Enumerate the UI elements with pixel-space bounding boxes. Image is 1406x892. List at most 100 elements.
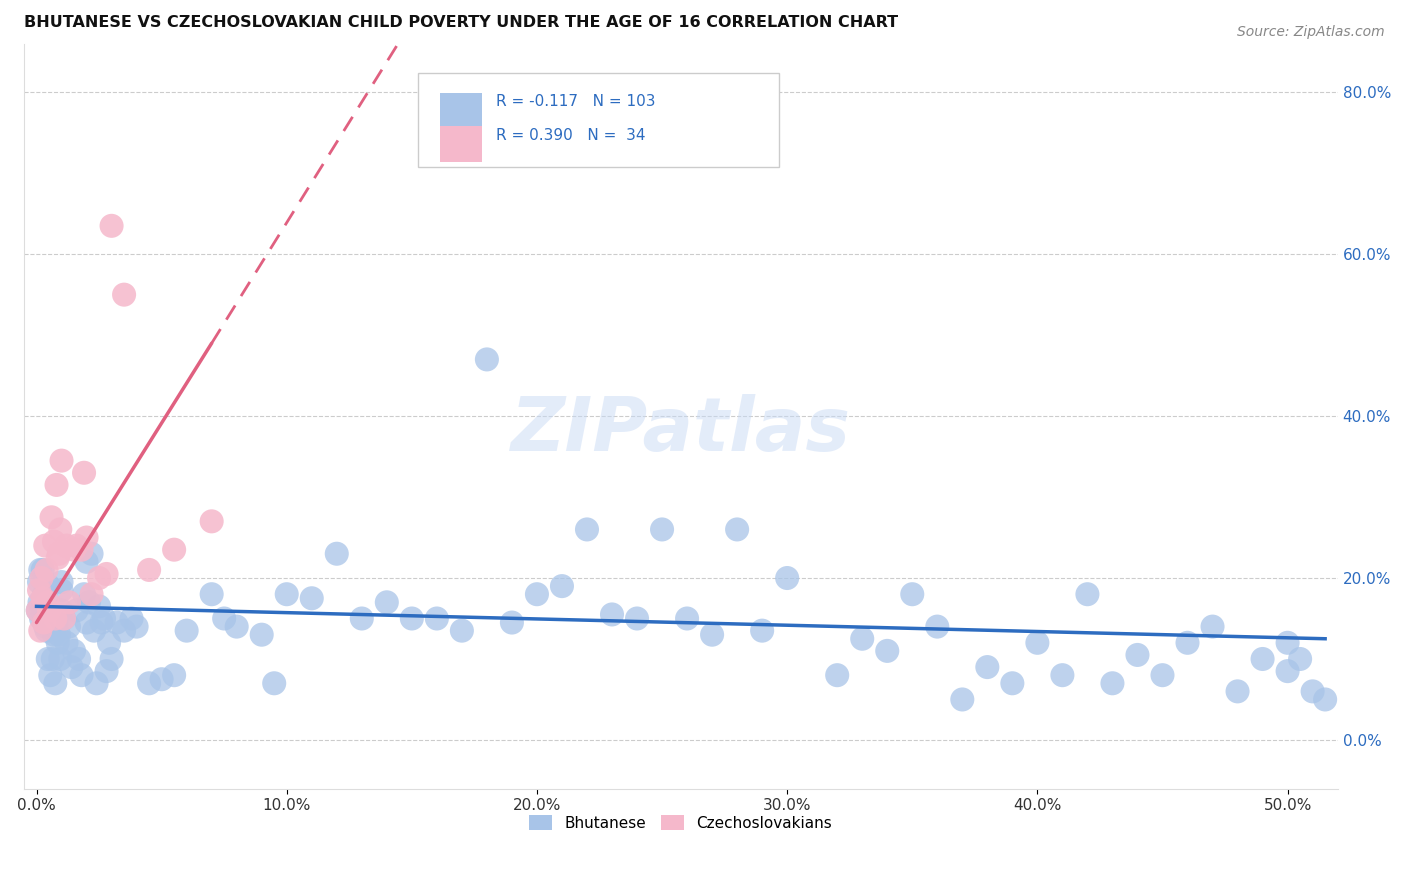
Point (46, 550, 69, 565)
Point (76, 531, 98, 545)
Text: R = 0.390   N =  34: R = 0.390 N = 34 (495, 128, 645, 143)
Point (28, 583, 51, 598)
Point (501, 615, 523, 630)
Point (1277, 664, 1299, 678)
Point (83, 624, 105, 638)
Point (87, 599, 110, 614)
Point (1201, 619, 1223, 633)
Point (42, 652, 65, 666)
Point (575, 523, 598, 537)
Point (651, 523, 673, 537)
Point (37, 595, 59, 609)
Point (526, 587, 548, 601)
Point (42, 628, 65, 642)
Point (60, 660, 83, 674)
Point (901, 587, 924, 601)
Point (49, 652, 72, 666)
Point (51, 575, 73, 590)
Point (65, 539, 87, 553)
Point (976, 660, 998, 674)
Point (927, 619, 949, 633)
Point (41, 619, 63, 633)
Point (150, 672, 173, 686)
Point (73, 587, 96, 601)
Point (96, 664, 118, 678)
Point (58, 619, 80, 633)
Point (44, 611, 66, 625)
FancyBboxPatch shape (440, 127, 482, 162)
Point (676, 611, 699, 625)
Point (42, 534, 65, 549)
Point (163, 668, 186, 682)
Point (138, 676, 160, 690)
Point (176, 624, 198, 638)
Point (451, 624, 474, 638)
Point (30, 611, 52, 625)
Point (46, 636, 69, 650)
Point (163, 542, 186, 557)
Point (1026, 636, 1049, 650)
Point (201, 514, 224, 528)
Point (80, 547, 103, 561)
Point (725, 523, 748, 537)
Point (67, 652, 90, 666)
Point (35, 563, 58, 577)
Point (350, 611, 373, 625)
Point (32, 587, 55, 601)
Point (426, 611, 449, 625)
Point (32, 615, 55, 630)
Point (44, 676, 66, 690)
Point (34, 619, 56, 633)
Point (1226, 684, 1249, 698)
FancyBboxPatch shape (418, 73, 779, 167)
Point (76, 615, 98, 630)
Point (38, 607, 60, 622)
Point (51, 603, 73, 617)
Point (55, 539, 77, 553)
Point (63, 644, 86, 658)
Point (38, 579, 60, 593)
Point (63, 542, 86, 557)
Point (112, 624, 135, 638)
Point (125, 619, 148, 633)
Point (51, 453, 73, 467)
Point (263, 676, 285, 690)
Point (326, 547, 349, 561)
Point (86, 676, 108, 690)
Point (96, 566, 118, 581)
Point (1101, 676, 1123, 690)
Point (121, 611, 143, 625)
Point (70, 542, 93, 557)
Point (1251, 652, 1274, 666)
Text: Source: ZipAtlas.com: Source: ZipAtlas.com (1237, 25, 1385, 39)
Point (100, 652, 122, 666)
Point (51, 583, 73, 598)
Point (950, 692, 973, 706)
Point (41, 510, 63, 524)
Point (105, 615, 128, 630)
Point (93, 611, 115, 625)
Point (87, 571, 110, 585)
Point (201, 587, 224, 601)
Point (1289, 652, 1312, 666)
Point (31, 571, 53, 585)
Text: R = -0.117   N = 103: R = -0.117 N = 103 (495, 95, 655, 109)
Point (90, 615, 112, 630)
Point (401, 611, 423, 625)
Point (375, 595, 398, 609)
Point (48, 547, 70, 561)
Point (58, 595, 80, 609)
Point (76, 555, 98, 569)
Point (65, 603, 87, 617)
Point (551, 579, 574, 593)
Point (37, 652, 59, 666)
Point (212, 611, 235, 625)
Point (1177, 636, 1199, 650)
Legend: Bhutanese, Czechoslovakians: Bhutanese, Czechoslovakians (523, 808, 838, 837)
Point (53, 611, 76, 625)
Point (250, 628, 273, 642)
Point (98, 636, 121, 650)
Point (112, 287, 135, 301)
Point (53, 611, 76, 625)
Point (1001, 676, 1024, 690)
